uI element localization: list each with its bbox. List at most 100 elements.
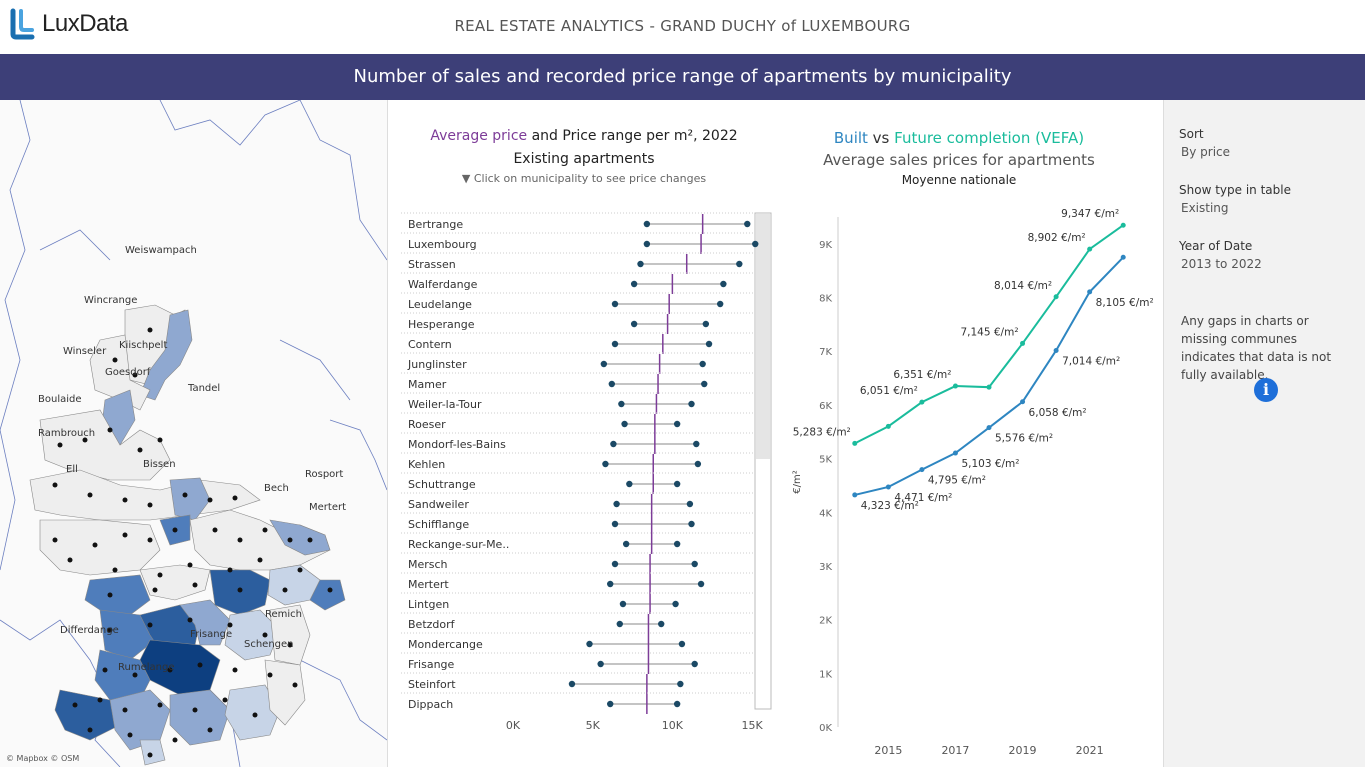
min-price-dot[interactable]: [607, 700, 614, 708]
municipality-label[interactable]: Roeser: [408, 418, 446, 431]
data-point[interactable]: [885, 484, 891, 490]
logo[interactable]: LuxData: [10, 8, 128, 40]
min-price-dot[interactable]: [626, 480, 633, 488]
min-price-dot[interactable]: [613, 500, 620, 508]
price-row[interactable]: Sandweiler: [401, 492, 753, 514]
max-price-dot[interactable]: [744, 220, 751, 228]
max-price-dot[interactable]: [736, 260, 743, 268]
municipality-polygons[interactable]: [29, 304, 346, 766]
max-price-dot[interactable]: [677, 680, 684, 688]
map-canvas[interactable]: [0, 100, 387, 767]
series-built[interactable]: 4,323 €/m²4,471 €/m² 4,795 €/m² 5,103 €/m²…: [852, 254, 1154, 512]
price-row[interactable]: Mertert: [401, 572, 753, 594]
municipality-label[interactable]: Mersch: [408, 558, 448, 571]
data-point[interactable]: [1053, 294, 1059, 300]
min-price-dot[interactable]: [630, 280, 638, 288]
min-price-dot[interactable]: [602, 460, 609, 468]
price-row[interactable]: Walferdange: [401, 272, 753, 294]
min-price-dot[interactable]: [618, 400, 625, 408]
trend-line-chart[interactable]: 0K 1K 2K 3K 4K 5K 6K 7K 8K 9K €/m² 2015 2017 2019 2021…: [780, 197, 1162, 767]
price-row[interactable]: Hesperange: [401, 312, 753, 334]
municipality-label[interactable]: Kehlen: [408, 458, 445, 471]
price-row[interactable]: Bertrange: [401, 212, 753, 234]
price-row[interactable]: Weiler-la-Tour: [401, 392, 753, 414]
max-price-dot[interactable]: [672, 600, 679, 608]
price-row[interactable]: Mondercange: [401, 632, 753, 654]
price-row[interactable]: Mersch: [401, 552, 753, 574]
price-row[interactable]: Kehlen: [401, 452, 753, 474]
min-price-dot[interactable]: [622, 540, 630, 548]
data-point[interactable]: [952, 383, 958, 389]
price-row[interactable]: Reckange-sur-Me..: [401, 532, 753, 554]
max-price-dot[interactable]: [691, 660, 698, 668]
max-price-dot[interactable]: [693, 440, 700, 448]
max-price-dot[interactable]: [699, 360, 706, 368]
municipality-label[interactable]: Betzdorf: [408, 618, 456, 631]
municipality-label[interactable]: Mamer: [408, 378, 447, 391]
min-price-dot[interactable]: [637, 260, 644, 268]
max-price-dot[interactable]: [686, 500, 694, 508]
price-row[interactable]: Luxembourg: [401, 232, 759, 254]
price-row[interactable]: Betzdorf: [401, 612, 753, 634]
max-price-dot[interactable]: [697, 580, 705, 588]
price-row[interactable]: Steinfort: [401, 672, 753, 694]
data-point[interactable]: [1087, 246, 1093, 252]
data-point[interactable]: [1087, 289, 1093, 295]
price-row[interactable]: Mamer: [401, 372, 753, 394]
max-price-dot[interactable]: [673, 540, 681, 548]
municipality-label[interactable]: Mondorf-les-Bains: [408, 438, 506, 451]
price-row[interactable]: Leudelange: [401, 292, 753, 314]
min-price-dot[interactable]: [643, 240, 651, 248]
min-price-dot[interactable]: [586, 640, 593, 648]
type-value[interactable]: Existing: [1181, 201, 1229, 215]
max-price-dot[interactable]: [702, 320, 710, 328]
municipality-label[interactable]: Lintgen: [408, 598, 449, 611]
max-price-dot[interactable]: [678, 640, 686, 648]
price-row[interactable]: Schifflange: [401, 512, 753, 534]
map-panel[interactable]: Weiswampach Wincrange Kiischpelt Winseler Go…: [0, 100, 388, 767]
data-point[interactable]: [952, 450, 958, 456]
data-point[interactable]: [852, 492, 858, 498]
municipality-label[interactable]: Hesperange: [408, 318, 475, 331]
min-price-dot[interactable]: [611, 300, 619, 308]
max-price-dot[interactable]: [688, 400, 695, 408]
max-price-dot[interactable]: [720, 280, 727, 288]
price-row[interactable]: Lintgen: [401, 592, 753, 614]
data-point[interactable]: [852, 440, 858, 446]
data-point[interactable]: [986, 425, 992, 431]
price-row[interactable]: Roeser: [401, 412, 753, 434]
data-point[interactable]: [919, 467, 925, 473]
municipality-label[interactable]: Leudelange: [408, 298, 472, 311]
data-point[interactable]: [1120, 222, 1126, 228]
max-price-dot[interactable]: [673, 420, 681, 428]
municipality-label[interactable]: Walferdange: [408, 278, 478, 291]
min-price-dot[interactable]: [611, 520, 619, 528]
max-price-dot[interactable]: [716, 300, 724, 308]
municipality-label[interactable]: Luxembourg: [408, 238, 477, 251]
max-price-dot[interactable]: [701, 380, 708, 388]
municipality-label[interactable]: Contern: [408, 338, 452, 351]
min-price-dot[interactable]: [610, 440, 617, 448]
data-point[interactable]: [1020, 340, 1026, 346]
price-row[interactable]: Schuttrange: [401, 472, 753, 494]
min-price-dot[interactable]: [600, 360, 608, 368]
municipality-label[interactable]: Dippach: [408, 698, 453, 711]
municipality-label[interactable]: Schifflange: [408, 518, 469, 531]
min-price-dot[interactable]: [643, 220, 651, 228]
max-price-dot[interactable]: [658, 620, 665, 628]
sort-value[interactable]: By price: [1181, 145, 1231, 159]
price-row[interactable]: Mondorf-les-Bains: [401, 432, 753, 454]
max-price-dot[interactable]: [705, 340, 713, 348]
min-price-dot[interactable]: [611, 560, 619, 568]
price-row[interactable]: Strassen: [401, 252, 753, 274]
price-row[interactable]: Frisange: [401, 652, 753, 674]
data-point[interactable]: [919, 399, 925, 405]
min-price-dot[interactable]: [619, 600, 627, 608]
municipality-label[interactable]: Strassen: [408, 258, 456, 271]
data-point[interactable]: [1120, 254, 1126, 260]
municipality-dots[interactable]: [52, 327, 333, 758]
municipality-label[interactable]: Weiler-la-Tour: [408, 398, 482, 411]
price-row[interactable]: Junglinster: [401, 352, 753, 374]
min-price-dot[interactable]: [608, 380, 616, 388]
municipality-label[interactable]: Junglinster: [407, 358, 467, 371]
